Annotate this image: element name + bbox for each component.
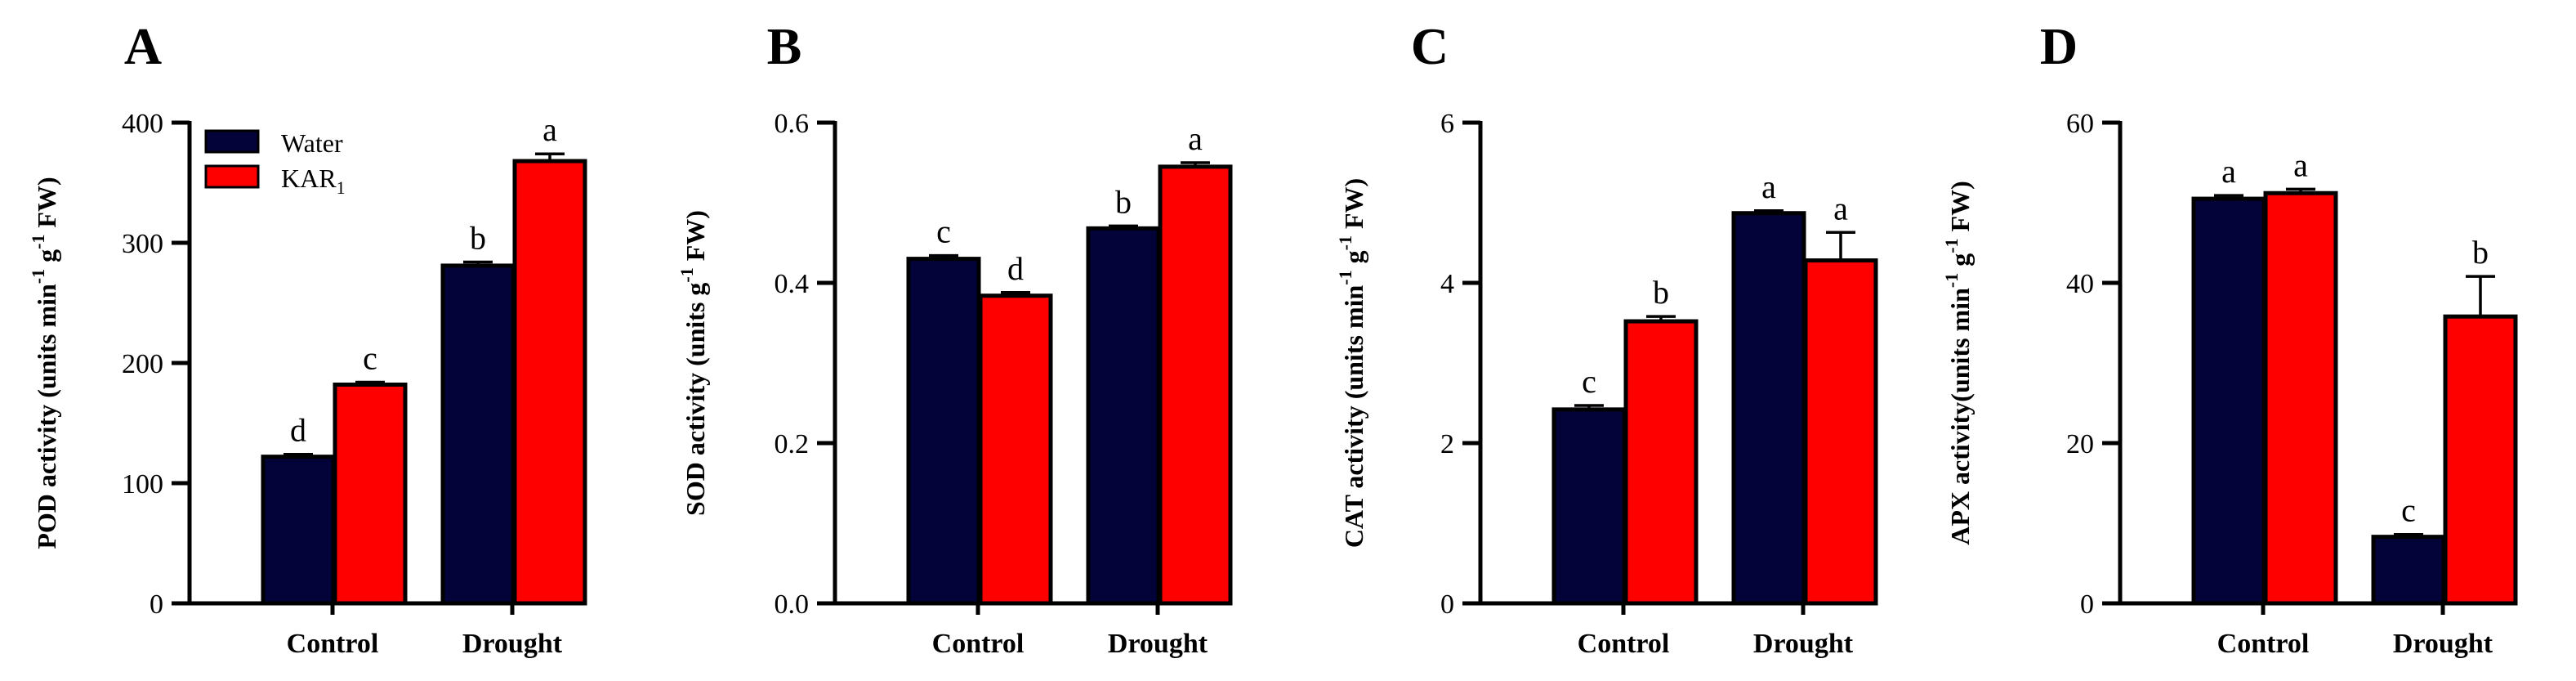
y-axis-label-part: FW) <box>1945 181 1975 238</box>
y-axis-label-part: g <box>1945 253 1975 273</box>
significance-letter: b <box>2472 234 2489 271</box>
x-tick-label-control: Control <box>2217 629 2310 659</box>
y-tick-label: 0.0 <box>775 589 810 620</box>
bar-water-drought <box>1086 226 1161 606</box>
legend-label-kar1: KAR1 <box>281 164 346 198</box>
significance-letter: c <box>363 340 377 377</box>
y-axis-label-superscript: -1 <box>1335 235 1355 250</box>
significance-letter: c <box>1582 363 1596 400</box>
y-axis-label-part: APX activity(units min <box>1945 288 1975 545</box>
y-tick-label: 6 <box>1440 109 1454 139</box>
y-tick-label: 200 <box>122 349 163 379</box>
bar-kar1-drought <box>1803 258 1878 606</box>
y-axis-label-part: g <box>32 249 61 269</box>
legend-label-kar1-subscript: 1 <box>337 177 346 198</box>
y-tick-label: 4 <box>1440 269 1454 299</box>
y-tick-label: 20 <box>2066 429 2094 459</box>
y-axis-label: APX activity(units min-1 g-1 FW) <box>1941 181 1975 545</box>
panel-letter-D: D <box>2040 17 2078 75</box>
y-tick-label: 0.6 <box>775 109 810 139</box>
x-tick-label-drought: Drought <box>1108 629 1208 659</box>
significance-letter: c <box>2401 492 2416 529</box>
y-tick-label: 60 <box>2066 109 2094 139</box>
y-tick-label: 2 <box>1440 429 1454 459</box>
legend-label-water: Water <box>281 128 343 158</box>
x-tick-label-drought: Drought <box>1753 629 1854 659</box>
legend-swatch-water <box>204 129 260 154</box>
panel-letter-B: B <box>767 17 802 75</box>
bar-water-drought <box>2371 535 2446 606</box>
legend: Water KAR1 <box>204 128 346 198</box>
y-axis-label-superscript: -1 <box>676 267 697 282</box>
bar-water-control <box>906 257 981 606</box>
y-tick-label: 0.2 <box>775 429 810 459</box>
y-axis-label-part: FW) <box>32 177 61 234</box>
y-tick-label: 100 <box>122 469 163 500</box>
x-tick-label-drought: Drought <box>462 629 563 659</box>
bar-kar1-control <box>1623 319 1699 606</box>
bar-water-drought <box>440 263 516 606</box>
bar-kar1-drought <box>2443 314 2518 606</box>
chart-panel-A: A 0 100 200 300 400 Control Drought d b c a POD acti… <box>28 17 587 659</box>
bar-kar1-drought <box>512 159 587 606</box>
y-axis-label-part: CAT activity (units min <box>1339 284 1368 548</box>
panel-letter-A: A <box>124 17 162 75</box>
significance-letter: a <box>1833 190 1848 226</box>
y-axis-label-superscript: -1 <box>1941 273 1962 288</box>
significance-letter: b <box>470 220 486 257</box>
bar-kar1-control <box>978 293 1053 606</box>
y-axis-label-part: FW) <box>681 210 710 267</box>
y-tick-label: 400 <box>122 109 163 139</box>
x-tick-label-drought: Drought <box>2393 629 2493 659</box>
bar-water-drought <box>1731 211 1806 606</box>
y-axis-label-superscript: -1 <box>1941 238 1962 253</box>
bar-water-control <box>1551 407 1627 606</box>
y-axis-label: POD activity (units min-1 g-1 FW) <box>28 177 61 549</box>
x-tick-label-control: Control <box>287 629 379 659</box>
significance-letter: a <box>1761 168 1776 205</box>
x-tick-label-control: Control <box>1578 629 1670 659</box>
bar-kar1-drought <box>1158 164 1233 606</box>
y-tick-label: 0 <box>150 589 163 620</box>
significance-letter: a <box>2293 146 2308 183</box>
y-axis-label-part: FW) <box>1339 178 1368 235</box>
bar-water-control <box>2191 196 2266 606</box>
significance-letter: a <box>1188 120 1203 157</box>
significance-letter: c <box>936 213 951 250</box>
bar-kar1-control <box>2263 190 2338 606</box>
y-axis-label-part: POD activity (units min <box>32 284 61 549</box>
y-axis-label: SOD activity (units g-1 FW) <box>676 210 710 516</box>
chart-panel-B: B 0.0 0.2 0.4 0.6 Control Drought c b d a SOD activ… <box>676 17 1233 659</box>
chart-panel-D: D 0 20 40 60 Control Drought a c a b APX activity(u… <box>1941 17 2518 659</box>
significance-letter: b <box>1653 274 1669 311</box>
y-axis-label: CAT activity (units min-1 g-1 FW) <box>1335 178 1368 548</box>
significance-letter: a <box>2221 153 2236 190</box>
y-axis-label-part: SOD activity (units g <box>681 283 710 516</box>
y-axis-label-superscript: -1 <box>28 235 48 249</box>
bar-water-control <box>261 455 336 606</box>
bar-kar1-control <box>333 382 408 606</box>
chart-panel-C: C 0 2 4 6 Control Drought c a b a CAT activity (uni… <box>1335 17 1878 659</box>
y-tick-label: 300 <box>122 229 163 259</box>
significance-letter: d <box>290 412 306 449</box>
y-axis-label-part: g <box>1339 250 1368 270</box>
y-axis-label-superscript: -1 <box>28 269 48 284</box>
y-tick-label: 0.4 <box>775 269 810 299</box>
x-tick-label-control: Control <box>932 629 1025 659</box>
y-axis-label-superscript: -1 <box>1335 270 1355 284</box>
significance-letter: d <box>1007 250 1024 287</box>
y-tick-label: 0 <box>2080 589 2094 620</box>
significance-letter: a <box>542 111 557 148</box>
y-tick-label: 0 <box>1440 589 1454 620</box>
panel-letter-C: C <box>1411 17 1449 75</box>
legend-swatch-kar1 <box>204 164 260 189</box>
y-tick-label: 40 <box>2066 269 2094 299</box>
significance-letter: b <box>1115 183 1132 220</box>
